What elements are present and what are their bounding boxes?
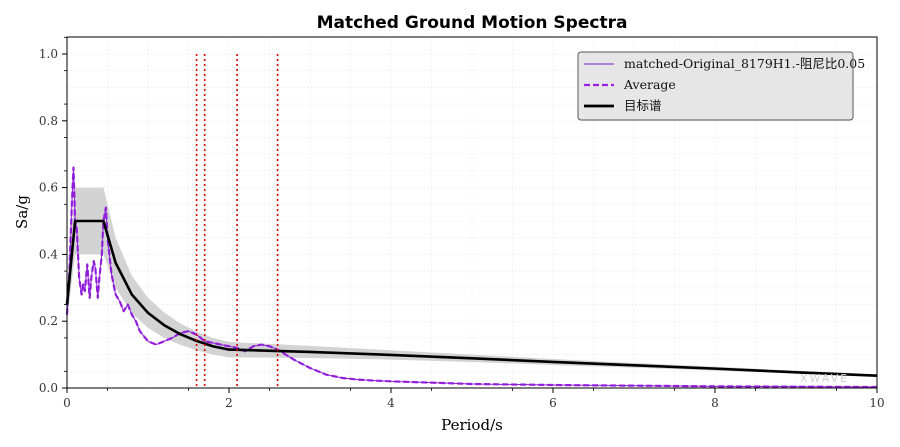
x-tick-label: 8 — [711, 396, 719, 410]
legend-label-matched: matched-Original_8179H1.-阻尼比0.05 — [624, 56, 865, 71]
vertical-markers-layer — [195, 54, 279, 388]
series-line-0 — [66, 167, 878, 388]
y-tick-label: 0.8 — [39, 114, 58, 128]
grid-lines — [66, 37, 878, 389]
y-tick-label: 0.0 — [39, 381, 58, 395]
watermark: XWAVE — [800, 372, 849, 385]
y-tick-label: 0.4 — [39, 247, 58, 261]
legend-box — [577, 51, 854, 121]
y-axis-label: Sa/g — [13, 195, 31, 229]
x-axis-label: Period/s — [441, 416, 503, 434]
y-tick-label: 0.6 — [39, 181, 58, 195]
axis-ticks: 0 2 4 6 8 10 0.0 0.2 0.4 0.6 0.8 1.0 — [39, 36, 885, 410]
series-layer — [65, 166, 878, 389]
chart-title: Matched Ground Motion Spectra — [317, 13, 628, 33]
plot-frame — [66, 36, 878, 389]
legend: matched-Original_8179H1.-阻尼比0.05 Average… — [577, 51, 865, 121]
y-tick-label: 0.2 — [39, 314, 58, 328]
x-tick-label: 0 — [63, 396, 71, 410]
x-tick-label: 10 — [869, 396, 884, 410]
y-tick-label: 1.0 — [39, 47, 58, 61]
x-tick-label: 2 — [225, 396, 233, 410]
x-tick-label: 4 — [387, 396, 395, 410]
legend-label-target: 目标谱 — [624, 98, 662, 113]
legend-label-average: Average — [623, 77, 676, 92]
x-tick-label: 6 — [549, 396, 557, 410]
series-line-2 — [65, 219, 878, 377]
